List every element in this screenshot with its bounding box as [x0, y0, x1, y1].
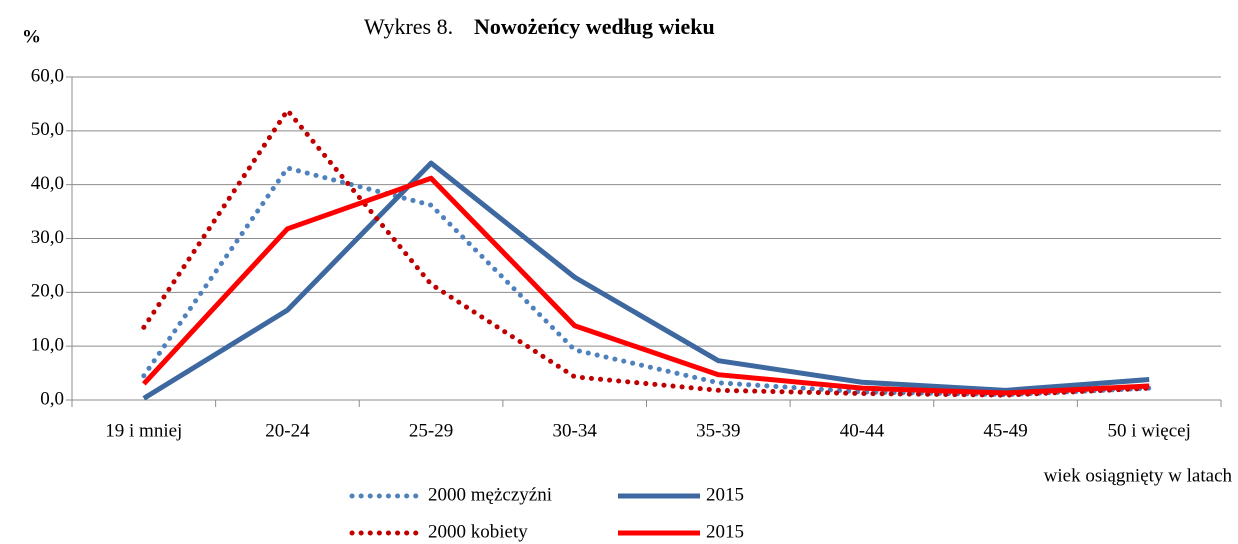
x-axis-label: wiek osiągnięty w latach [1044, 465, 1233, 486]
legend-label: 2015 [706, 521, 744, 542]
x-tick-label: 25-29 [409, 420, 453, 441]
x-tick-label: 50 i więcej [1108, 420, 1191, 441]
x-tick-label: 40-44 [840, 420, 885, 441]
x-tick-label: 45-49 [983, 420, 1027, 441]
y-tick-label: 50,0 [31, 119, 64, 140]
y-tick-label: 0,0 [40, 388, 64, 409]
y-tick-label: 10,0 [31, 335, 64, 356]
legend-label: 2000 mężczyźni [428, 484, 552, 505]
x-tick-label: 30-34 [553, 420, 598, 441]
y-tick-label: 60,0 [31, 65, 64, 86]
series-line [141, 175, 1150, 396]
legend-label: 2015 [706, 484, 744, 505]
chart-title-label: Wykres 8. [364, 14, 453, 39]
series-line [141, 107, 1152, 398]
y-tick-label: 20,0 [31, 281, 64, 302]
y-axis-label: % [22, 26, 41, 47]
x-tick-label: 35-39 [696, 420, 740, 441]
y-tick-label: 40,0 [31, 173, 64, 194]
chart-title: Nowożeńcy według wieku [474, 14, 715, 39]
legend-label: 2000 kobiety [428, 521, 528, 542]
x-tick-label: 20-24 [265, 420, 310, 441]
x-tick-label: 19 i mniej [105, 420, 182, 441]
y-tick-label: 30,0 [31, 227, 64, 248]
series-line [141, 165, 1152, 398]
series-line [142, 160, 1150, 401]
